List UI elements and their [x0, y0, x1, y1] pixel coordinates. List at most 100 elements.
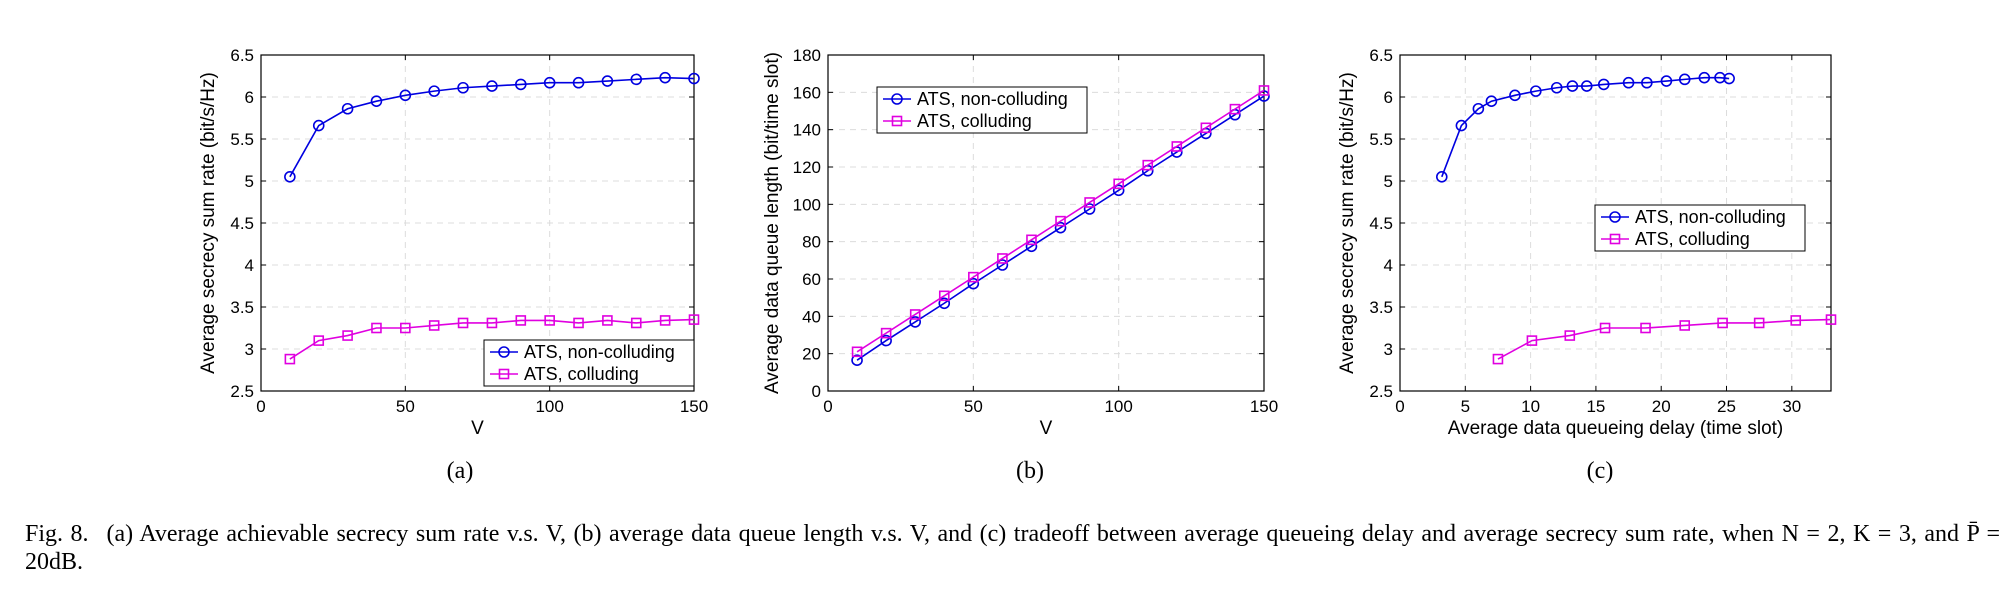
data-point-square: [688, 314, 700, 325]
x-axis-label: V: [471, 418, 484, 439]
series-line: [289, 76, 695, 178]
data-point-square: [1825, 314, 1837, 325]
data-point-circle: [1435, 171, 1448, 183]
data-point-circle: [1455, 119, 1468, 132]
data-point-square: [1492, 353, 1504, 365]
data-point-circle: [851, 354, 863, 367]
x-tick-label: 30: [1782, 397, 1801, 416]
y-axis-label: Average data queue length (bit/time slot…: [762, 52, 783, 394]
data-point-circle: [1678, 73, 1691, 86]
legend-marker-square: [1609, 233, 1621, 245]
data-point-circle: [1660, 75, 1673, 87]
y-tick-label: 100: [793, 195, 821, 214]
y-tick-label: 6.5: [230, 46, 254, 65]
data-point-circle: [880, 334, 892, 347]
data-point-square: [371, 322, 382, 334]
data-point-circle: [630, 73, 643, 86]
data-point-square: [1599, 322, 1611, 334]
data-point-circle: [370, 95, 383, 107]
y-axis-label: Average secrecy sum rate (bit/s/Hz): [1337, 72, 1358, 374]
y-tick-label: 3.5: [1369, 298, 1393, 317]
x-tick-label: 150: [1250, 397, 1278, 416]
legend-label: ATS, colluding: [917, 111, 1032, 131]
data-point-square: [1171, 141, 1183, 152]
data-point-square: [1717, 317, 1728, 329]
series-non-colluding: [1435, 71, 1735, 183]
series-line: [289, 318, 695, 360]
y-tick-label: 3: [1384, 340, 1393, 359]
data-point-circle: [1580, 80, 1593, 92]
data-point-circle: [938, 297, 951, 310]
series-colluding: [1492, 314, 1837, 365]
panel-label: (c): [1587, 458, 1614, 484]
x-tick-label: 25: [1717, 397, 1736, 416]
data-point-circle: [572, 76, 585, 89]
chart-panel-1: 0 50 100 150 2.5 3 3.5 4 4.5 5 5.5 6 6.5 V Average sec…: [198, 46, 708, 484]
legend-label: ATS, non-colluding: [917, 89, 1068, 109]
x-tick-label: 100: [1104, 397, 1132, 416]
data-point-circle: [284, 171, 296, 183]
y-tick-label: 2.5: [1369, 382, 1393, 401]
x-tick-label: 0: [1395, 397, 1404, 416]
data-point-circle: [543, 76, 556, 89]
y-tick-label: 6: [245, 88, 254, 107]
data-point-square: [1084, 197, 1095, 208]
data-point-circle: [1112, 184, 1125, 197]
y-tick-label: 5: [245, 172, 254, 191]
data-point-square: [313, 335, 325, 346]
data-point-square: [659, 315, 671, 326]
y-tick-label: 4: [245, 256, 254, 275]
legend-label: ATS, non-colluding: [1635, 207, 1786, 227]
legend-box: [1594, 204, 1806, 252]
y-tick-label: 60: [802, 270, 821, 289]
series-colluding: [284, 314, 700, 365]
data-point-circle: [1509, 89, 1521, 102]
data-point-circle: [457, 81, 469, 94]
x-tick-label: 50: [396, 397, 415, 416]
data-point-square: [1229, 103, 1241, 115]
data-point-square: [1790, 315, 1802, 326]
y-tick-label: 40: [802, 307, 821, 326]
data-point-circle: [1485, 95, 1498, 107]
data-point-circle: [514, 78, 527, 91]
legend-label: ATS, colluding: [1635, 229, 1750, 249]
x-tick-label: 50: [964, 397, 983, 416]
legend-marker-square: [498, 368, 510, 380]
y-tick-label: 5: [1384, 172, 1393, 191]
x-tick-label: 0: [256, 397, 265, 416]
data-point-circle: [1597, 78, 1610, 91]
y-tick-label: 4.5: [1369, 214, 1393, 233]
data-point-square: [1640, 322, 1651, 334]
series-colluding: [851, 85, 1270, 358]
data-point-circle: [1566, 80, 1579, 92]
data-point-square: [400, 322, 411, 334]
panel-label: (b): [1016, 458, 1044, 484]
data-point-circle: [967, 277, 980, 290]
data-point-square: [515, 315, 527, 326]
data-point-square: [342, 330, 353, 341]
x-tick-label: 15: [1586, 397, 1605, 416]
data-point-square: [284, 353, 296, 365]
plot-frame: [827, 54, 1265, 392]
y-tick-label: 6.5: [1369, 46, 1393, 65]
data-point-square: [486, 317, 498, 329]
caption-text: (a) Average achievable secrecy sum rate …: [25, 521, 2001, 575]
y-tick-label: 5.5: [230, 130, 254, 149]
y-tick-label: 6: [1384, 88, 1393, 107]
y-tick-label: 160: [793, 83, 821, 102]
x-tick-label: 10: [1521, 397, 1540, 416]
series-line: [856, 95, 1265, 361]
data-point-square: [1526, 335, 1538, 346]
data-point-circle: [399, 89, 412, 102]
series-line: [1497, 318, 1832, 360]
data-point-square: [1113, 178, 1124, 190]
data-point-circle: [601, 75, 614, 87]
x-tick-label: 150: [680, 397, 708, 416]
data-point-square: [880, 327, 892, 339]
data-point-square: [1055, 215, 1066, 227]
data-point-circle: [1622, 76, 1635, 89]
data-point-circle: [341, 102, 354, 115]
